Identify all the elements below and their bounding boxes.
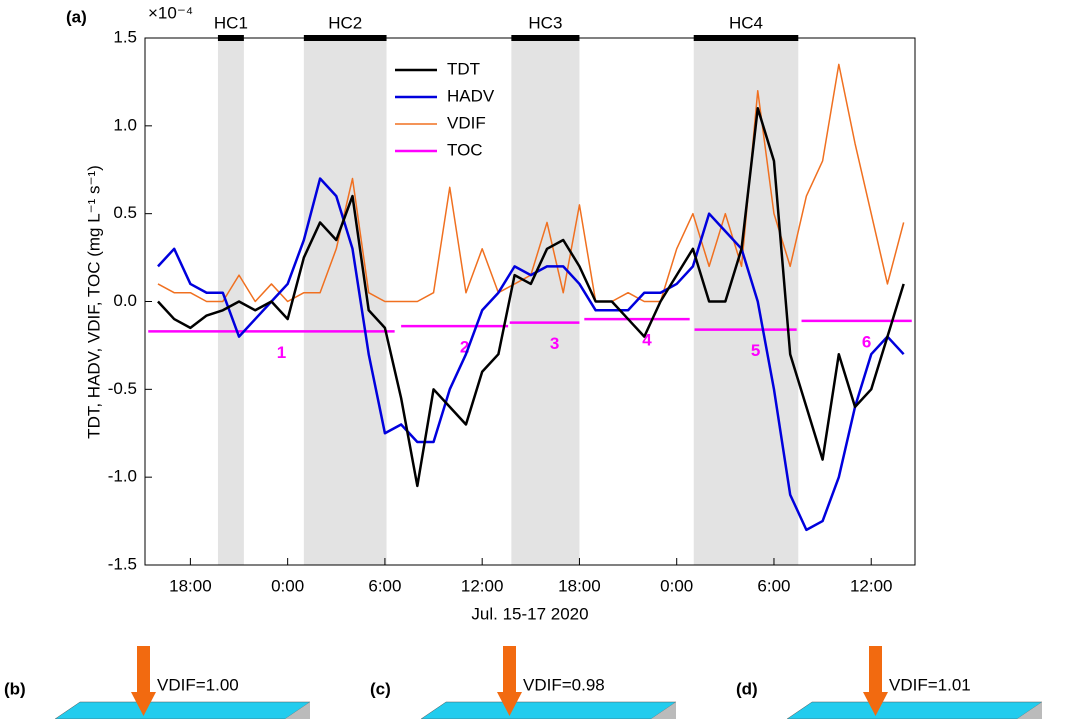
y-tick-label: 0.5 [113, 203, 137, 222]
toc-label: 6 [862, 332, 871, 351]
legend-label: TOC [447, 140, 483, 159]
series-line [157, 107, 905, 488]
x-axis-label: Jul. 15-17 2020 [471, 604, 588, 623]
water-surface [786, 701, 1043, 719]
water-side [1017, 702, 1042, 719]
hc-region [511, 38, 580, 565]
water-surface [54, 701, 311, 719]
hc-region [303, 38, 387, 565]
y-tick-label: 1.0 [113, 115, 137, 134]
toc-label: 2 [460, 338, 469, 357]
legend-label: VDIF [447, 113, 486, 132]
x-tick-label: 12:00 [461, 576, 504, 595]
y-axis-label: TDT, HADV, VDIF, TOC (mg L⁻¹ s⁻¹) [84, 165, 103, 439]
y-tick-label: 0.0 [113, 291, 137, 310]
panel-text: VDIF=1.01 [889, 675, 971, 694]
hc-label: HC2 [328, 13, 362, 32]
water-side [651, 702, 676, 719]
x-tick-label: 0:00 [660, 576, 693, 595]
panel-text: VDIF=0.98 [523, 675, 605, 694]
x-tick-label: 18:00 [169, 576, 212, 595]
y-tick-label: 1.5 [113, 27, 137, 46]
multiplier: ×10⁻⁴ [148, 3, 193, 22]
legend-label: HADV [447, 86, 495, 105]
flux-arrow [131, 646, 156, 716]
x-tick-label: 18:00 [558, 576, 601, 595]
water-side [285, 702, 310, 719]
legend-label: TDT [447, 59, 480, 78]
panel-label: (b) [4, 679, 26, 698]
toc-label: 1 [277, 343, 286, 362]
panel-label: (c) [370, 679, 391, 698]
series-line [157, 177, 905, 532]
flux-arrow [863, 646, 888, 716]
x-tick-label: 12:00 [850, 576, 893, 595]
panel-label: (d) [736, 679, 758, 698]
y-tick-label: -1.5 [108, 554, 137, 573]
x-tick-label: 6:00 [757, 576, 790, 595]
toc-label: 3 [550, 334, 559, 353]
hc-label: HC1 [214, 13, 248, 32]
x-tick-label: 0:00 [271, 576, 304, 595]
panel-label: (a) [66, 7, 87, 26]
x-tick-label: 6:00 [368, 576, 401, 595]
hc-label: HC3 [528, 13, 562, 32]
panel-text: VDIF=1.00 [157, 675, 239, 694]
hc-label: HC4 [729, 13, 763, 32]
y-tick-label: -1.0 [108, 467, 137, 486]
toc-label: 4 [642, 331, 652, 350]
y-tick-label: -0.5 [108, 379, 137, 398]
flux-arrow [497, 646, 522, 716]
toc-label: 5 [751, 341, 760, 360]
water-surface [420, 701, 677, 719]
